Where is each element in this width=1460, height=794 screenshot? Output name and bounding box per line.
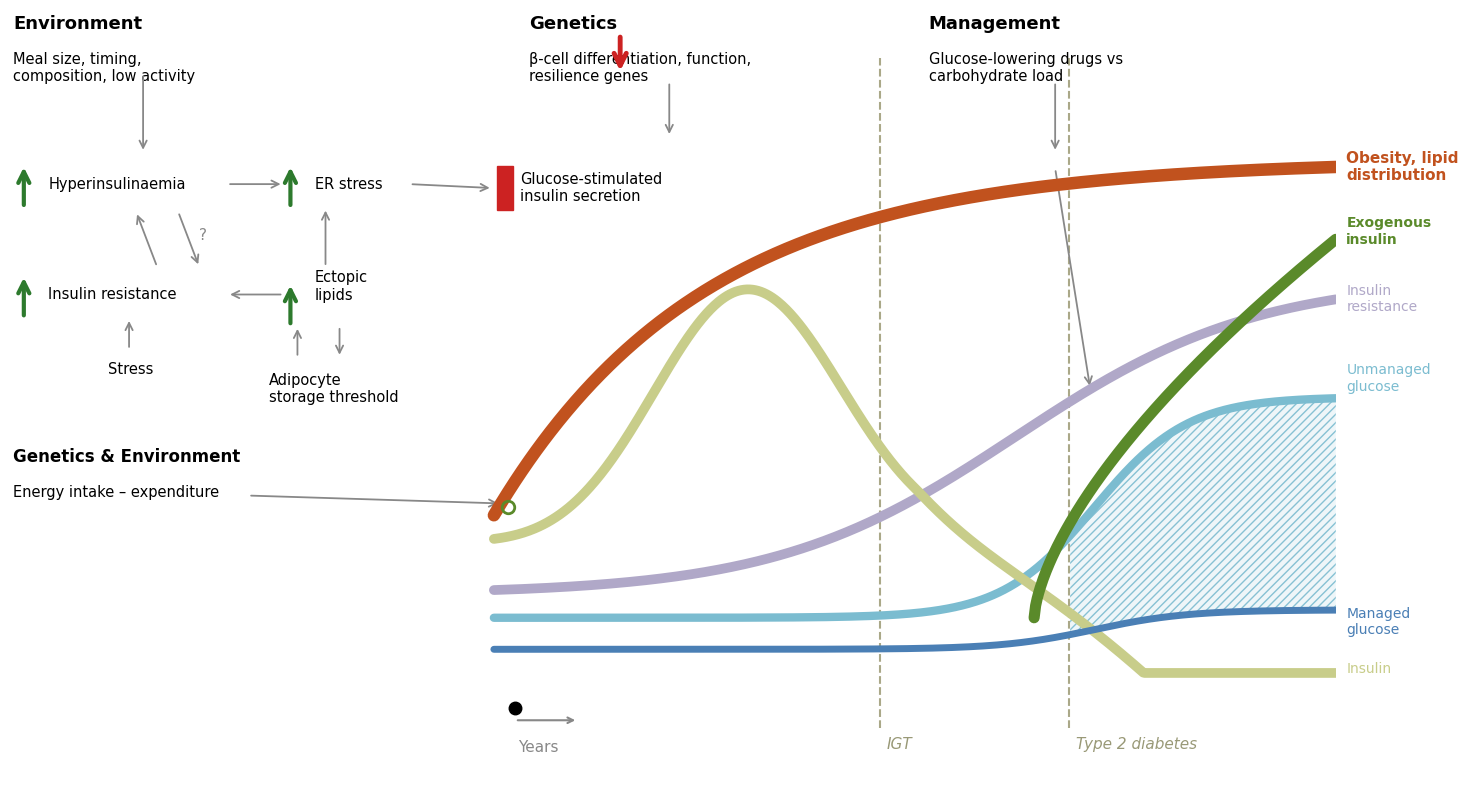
- Text: Managed
glucose: Managed glucose: [1346, 607, 1410, 637]
- Text: ?: ?: [199, 228, 207, 243]
- Text: Obesity, lipid
distribution: Obesity, lipid distribution: [1346, 151, 1459, 183]
- Text: Stress: Stress: [108, 362, 153, 377]
- Text: Adipocyte
storage threshold: Adipocyte storage threshold: [270, 373, 399, 405]
- Bar: [498, 166, 512, 210]
- Text: Insulin: Insulin: [1346, 662, 1391, 676]
- Text: Management: Management: [929, 14, 1061, 33]
- Text: Exogenous
insulin: Exogenous insulin: [1346, 216, 1431, 246]
- Text: Genetics: Genetics: [529, 14, 618, 33]
- Text: Glucose-stimulated
insulin secretion: Glucose-stimulated insulin secretion: [520, 172, 661, 204]
- Text: Environment: Environment: [13, 14, 143, 33]
- Text: Energy intake – expenditure: Energy intake – expenditure: [13, 485, 219, 500]
- Text: Insulin resistance: Insulin resistance: [48, 287, 177, 302]
- Text: Meal size, timing,
composition, low activity: Meal size, timing, composition, low acti…: [13, 52, 196, 84]
- Text: Type 2 diabetes: Type 2 diabetes: [1076, 737, 1197, 752]
- Text: Genetics & Environment: Genetics & Environment: [13, 449, 241, 466]
- Text: β-cell differentiation, function,
resilience genes: β-cell differentiation, function, resili…: [529, 52, 750, 84]
- Text: IGT: IGT: [886, 737, 912, 752]
- Text: Years: Years: [518, 740, 559, 755]
- Text: Ectopic
lipids: Ectopic lipids: [315, 271, 368, 303]
- Text: Unmanaged
glucose: Unmanaged glucose: [1346, 364, 1431, 394]
- Text: ER stress: ER stress: [315, 176, 383, 191]
- Text: Glucose-lowering drugs vs
carbohydrate load: Glucose-lowering drugs vs carbohydrate l…: [929, 52, 1123, 84]
- Text: Hyperinsulinaemia: Hyperinsulinaemia: [48, 176, 185, 191]
- Text: Insulin
resistance: Insulin resistance: [1346, 284, 1418, 314]
